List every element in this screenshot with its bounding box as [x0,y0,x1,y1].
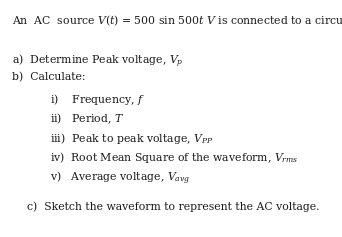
Text: b)  Calculate:: b) Calculate: [12,72,86,83]
Text: iv)  Root Mean Square of the waveform, $V_{rms}$: iv) Root Mean Square of the waveform, $V… [50,150,298,165]
Text: i)    Frequency, $f$: i) Frequency, $f$ [50,92,145,107]
Text: c)  Sketch the waveform to represent the AC voltage.: c) Sketch the waveform to represent the … [27,202,320,213]
Text: ii)   Period, $T$: ii) Period, $T$ [50,111,124,126]
Text: iii)  Peak to peak voltage, $V_{PP}$: iii) Peak to peak voltage, $V_{PP}$ [50,131,213,146]
Text: a)  Determine Peak voltage, $V_p$: a) Determine Peak voltage, $V_p$ [12,52,184,69]
Text: v)   Average voltage, $V_{avg}$: v) Average voltage, $V_{avg}$ [50,170,190,187]
Text: An  AC  source $V(t)$ = 500 sin $500t$ $V$ is connected to a circuit.: An AC source $V(t)$ = 500 sin $500t$ $V$… [12,13,342,27]
